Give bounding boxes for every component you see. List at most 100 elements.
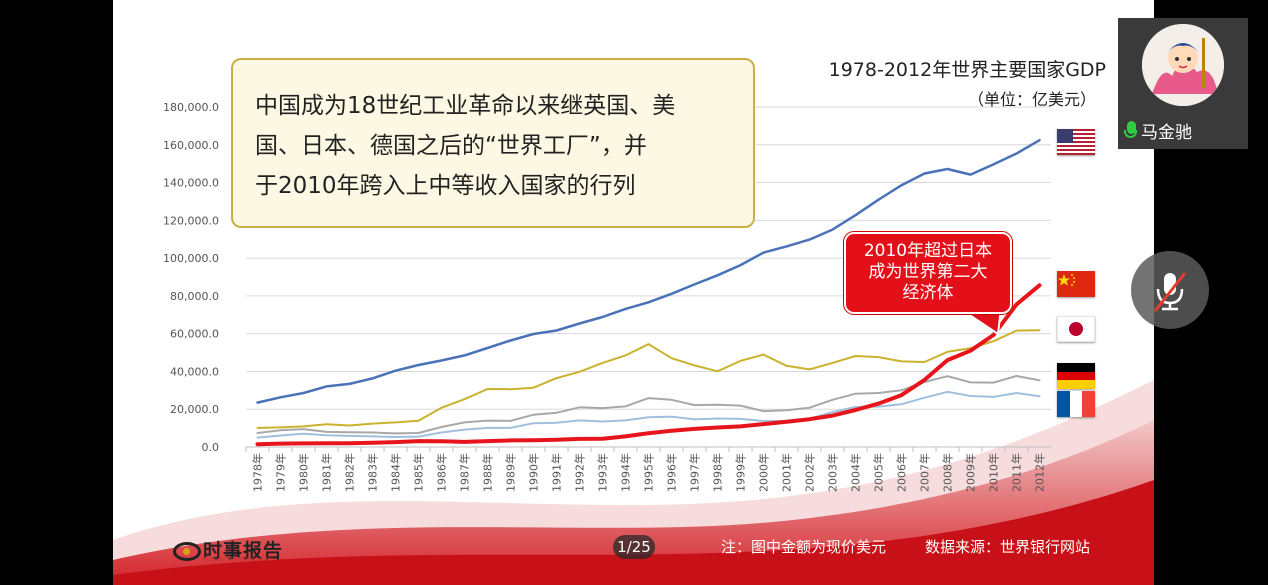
y-tick-label: 180,000.0 xyxy=(163,101,219,114)
data-point-us xyxy=(1038,139,1041,141)
data-point-jp xyxy=(808,368,811,370)
x-tick-label: 1989年 xyxy=(504,453,518,492)
data-point-cn xyxy=(693,428,696,430)
data-point-de xyxy=(762,410,765,412)
data-point-cn xyxy=(831,415,834,417)
data-point-fr xyxy=(348,435,351,437)
data-point-fr xyxy=(486,427,489,429)
data-point-cn xyxy=(1038,284,1041,286)
x-tick-label: 1982年 xyxy=(343,453,357,492)
data-point-jp xyxy=(670,357,673,359)
x-tick-label: 2008年 xyxy=(941,453,955,492)
data-point-us xyxy=(348,383,351,385)
data-point-fr xyxy=(256,436,259,439)
data-point-de xyxy=(992,381,995,384)
mute-microphone-button[interactable] xyxy=(1131,251,1209,329)
data-point-us xyxy=(256,402,259,404)
data-point-cn xyxy=(992,334,995,336)
bubble-line: 2010年超过日本 xyxy=(863,241,993,261)
data-point-de xyxy=(417,432,420,434)
data-point-fr xyxy=(463,429,466,431)
x-tick-label: 1984年 xyxy=(389,453,403,492)
data-point-us xyxy=(854,214,857,216)
data-point-jp xyxy=(279,426,282,428)
data-point-de xyxy=(463,421,466,424)
data-point-jp xyxy=(762,354,765,356)
data-point-us xyxy=(463,354,466,356)
data-point-de xyxy=(371,431,374,434)
logo-url: www.shishibaogao.com xyxy=(201,556,272,563)
data-point-fr xyxy=(739,418,742,420)
x-tick-label: 2004年 xyxy=(849,453,863,492)
x-tick-label: 1998年 xyxy=(711,453,725,492)
data-point-jp xyxy=(693,364,696,366)
data-point-cn xyxy=(417,440,420,442)
data-point-cn xyxy=(739,425,742,428)
data-point-us xyxy=(946,168,949,170)
data-point-jp xyxy=(601,362,604,364)
data-point-fr xyxy=(394,436,397,438)
data-point-us xyxy=(624,308,627,310)
data-point-us xyxy=(762,252,765,254)
y-tick-label: 100,000.0 xyxy=(163,252,219,265)
data-point-de xyxy=(693,404,696,406)
data-point-de xyxy=(578,406,581,408)
data-point-fr xyxy=(555,422,558,424)
bubble-line: 成为世界第二大 xyxy=(868,262,988,282)
data-point-de xyxy=(900,389,903,391)
data-point-fr xyxy=(417,436,420,438)
data-point-cn xyxy=(279,443,282,445)
data-point-fr xyxy=(854,406,857,408)
x-tick-label: 1978年 xyxy=(251,453,265,492)
data-point-fr xyxy=(693,418,696,421)
data-point-jp xyxy=(463,398,466,400)
x-tick-label: 2007年 xyxy=(918,453,932,492)
participant-name: 马金驰 xyxy=(1141,123,1192,143)
data-point-de xyxy=(532,414,535,416)
data-point-fr xyxy=(509,427,512,429)
japan-flag-icon xyxy=(1057,316,1095,342)
france-flag-icon xyxy=(1057,391,1095,417)
y-tick-label: 80,000.0 xyxy=(170,290,219,303)
x-tick-label: 1993年 xyxy=(596,453,610,492)
data-point-de xyxy=(716,404,719,406)
data-point-jp xyxy=(831,362,834,364)
data-point-de xyxy=(325,431,328,433)
y-tick-label: 60,000.0 xyxy=(170,328,219,341)
data-point-us xyxy=(440,359,443,362)
participant-video-tile[interactable]: 马金驰 xyxy=(1118,18,1248,149)
y-tick-label: 0.0 xyxy=(202,441,220,454)
data-point-us xyxy=(647,301,650,303)
callout-line: 国、日本、德国之后的“世界工厂”，并 xyxy=(255,133,647,159)
data-point-fr xyxy=(877,405,880,408)
chart-unit: （单位：亿美元） xyxy=(967,90,1096,109)
annotation-bubble: 2010年超过日本 成为世界第二大 经济体 xyxy=(844,232,1012,314)
data-point-jp xyxy=(647,343,650,345)
x-tick-label: 1997年 xyxy=(688,453,702,492)
gdp-line-chart: 0.0 20,000.0 40,000.0 60,000.0 80,000.0 100,0… xyxy=(113,101,1154,585)
data-point-jp xyxy=(716,370,719,372)
data-point-de xyxy=(509,420,512,422)
x-tick-label: 1994年 xyxy=(619,453,633,492)
data-point-fr xyxy=(440,431,443,434)
china-flag-icon xyxy=(1057,271,1095,297)
data-point-fr xyxy=(670,415,673,418)
page-indicator[interactable]: 1/25 xyxy=(613,535,655,559)
data-point-cn xyxy=(578,438,581,440)
x-tick-label: 1990年 xyxy=(527,453,541,492)
data-point-us xyxy=(716,274,719,276)
x-tick-label: 1981年 xyxy=(320,453,334,492)
x-tick-label: 2011年 xyxy=(1010,453,1024,492)
data-point-de xyxy=(1015,375,1018,377)
x-tick-label: 1995年 xyxy=(642,453,656,492)
data-point-cn xyxy=(302,442,305,445)
data-point-fr xyxy=(762,420,765,422)
mic-off-icon xyxy=(1153,272,1187,312)
data-point-cn xyxy=(946,359,949,361)
publisher-logo: 时事报告 www.shishibaogao.com xyxy=(173,536,283,563)
data-point-jp xyxy=(302,425,305,428)
x-tick-label: 2000年 xyxy=(757,453,771,492)
data-point-us xyxy=(923,172,926,175)
data-point-de xyxy=(555,412,558,414)
germany-flag-icon xyxy=(1057,363,1095,389)
